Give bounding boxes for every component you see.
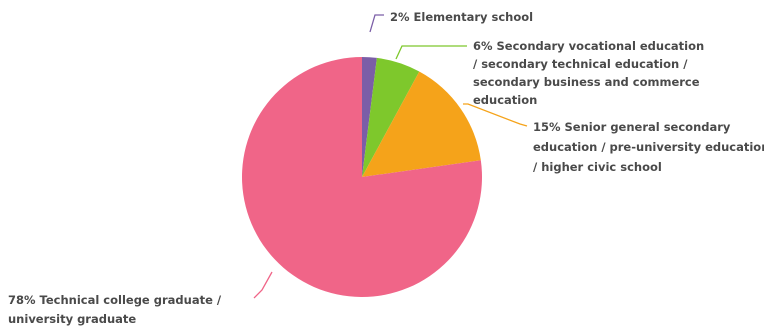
pie-slice-3 [362,71,481,177]
leader-line-4 [253,271,273,299]
slice-label-3: 15% Senior general secondary education / … [533,120,764,174]
slice-label-line: 78% Technical college graduate / [8,293,222,307]
slice-label-4: 78% Technical college graduate / universi… [8,293,222,326]
slice-label-line: secondary business and commerce [473,75,700,89]
leader-line-3 [463,103,528,127]
slice-label-line: education [473,93,537,107]
slice-label-line: / higher civic school [533,160,662,174]
leader-lines [253,14,528,299]
slice-label-1: 2% Elementary school [390,10,533,24]
slice-label-2: 6% Secondary vocational education / secon… [473,39,704,107]
leader-line-1 [369,14,384,33]
leader-line-2 [395,45,467,60]
slice-label-line: 6% Secondary vocational education [473,39,704,53]
pie-slices [242,57,483,297]
pie-slice-4 [242,57,483,297]
slice-label-line: 15% Senior general secondary [533,120,731,134]
slice-label-line: education / pre-university education [533,140,764,154]
slice-label-line: university graduate [8,312,136,326]
slice-label-line: / secondary technical education / [473,57,688,71]
slice-label-line: 2% Elementary school [390,10,533,24]
pie-slice-2 [362,57,420,177]
pie-slice-1 [362,57,377,177]
slice-labels: 2% Elementary school 6% Secondary vocatio… [8,10,764,326]
